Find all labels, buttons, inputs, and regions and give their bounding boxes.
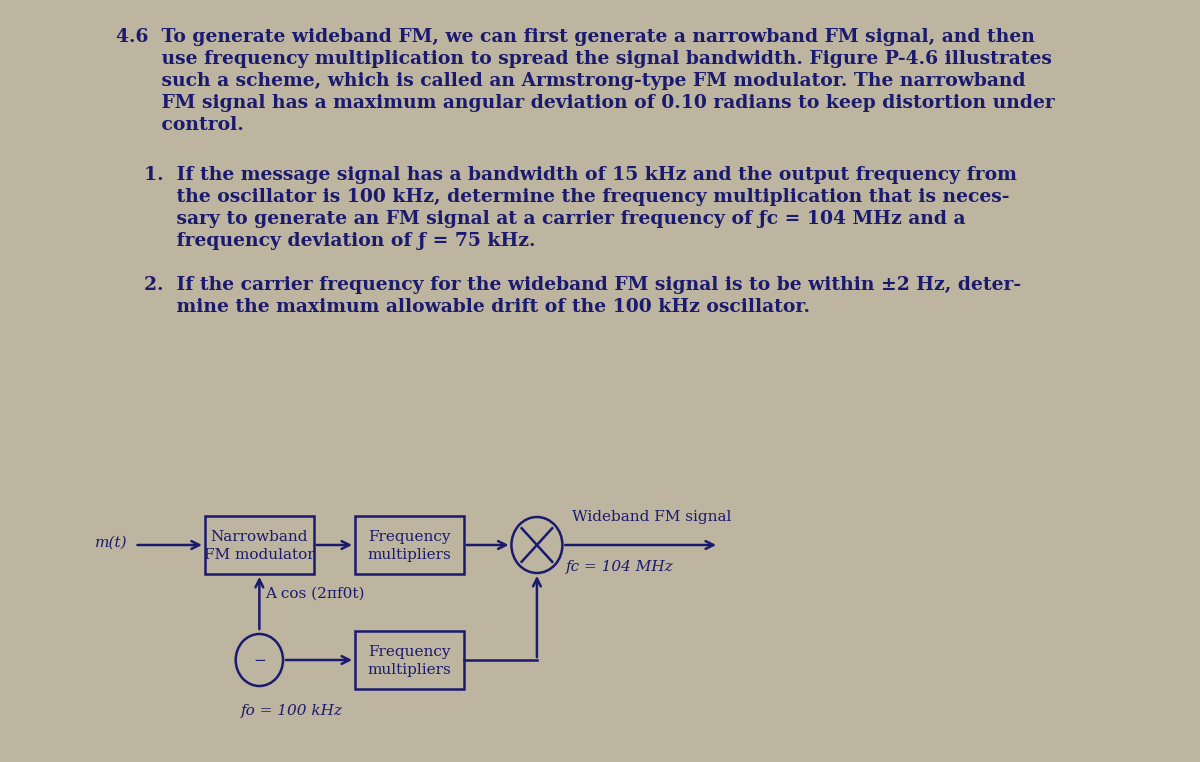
Bar bbox=[205, 516, 314, 574]
Text: multipliers: multipliers bbox=[367, 548, 451, 562]
Text: Wideband FM signal: Wideband FM signal bbox=[571, 510, 731, 524]
Text: such a scheme, which is called an Armstrong-type FM modulator. The narrowband: such a scheme, which is called an Armstr… bbox=[116, 72, 1026, 90]
Text: Frequency: Frequency bbox=[368, 645, 451, 659]
Text: 2.  If the carrier frequency for the wideband FM signal is to be within ±2 Hz, d: 2. If the carrier frequency for the wide… bbox=[144, 276, 1021, 294]
Text: −: − bbox=[253, 654, 265, 668]
Text: 4.6  To generate wideband FM, we can first generate a narrowband FM signal, and : 4.6 To generate wideband FM, we can firs… bbox=[116, 28, 1036, 46]
Text: FM modulator: FM modulator bbox=[204, 548, 314, 562]
Bar bbox=[355, 516, 464, 574]
Text: use frequency multiplication to spread the signal bandwidth. Figure P-4.6 illust: use frequency multiplication to spread t… bbox=[116, 50, 1052, 68]
Text: the oscillator is 100 kHz, determine the frequency multiplication that is neces-: the oscillator is 100 kHz, determine the… bbox=[144, 188, 1009, 206]
Text: mine the maximum allowable drift of the 100 kHz oscillator.: mine the maximum allowable drift of the … bbox=[144, 298, 810, 316]
Bar bbox=[355, 631, 464, 689]
Text: sary to generate an FM signal at a carrier frequency of ƒc = 104 MHz and a: sary to generate an FM signal at a carri… bbox=[144, 210, 965, 228]
Text: frequency deviation of ƒ = 75 kHz.: frequency deviation of ƒ = 75 kHz. bbox=[144, 232, 535, 250]
Text: fo = 100 kHz: fo = 100 kHz bbox=[241, 704, 343, 718]
Text: m(t): m(t) bbox=[95, 536, 127, 550]
Text: control.: control. bbox=[116, 116, 245, 134]
Text: 1.  If the message signal has a bandwidth of 15 kHz and the output frequency fro: 1. If the message signal has a bandwidth… bbox=[144, 166, 1016, 184]
Text: A cos (2πf0t): A cos (2πf0t) bbox=[265, 587, 365, 601]
Text: multipliers: multipliers bbox=[367, 663, 451, 677]
Text: fc = 104 MHz: fc = 104 MHz bbox=[566, 560, 673, 574]
Text: FM signal has a maximum angular deviation of 0.10 radians to keep distortion und: FM signal has a maximum angular deviatio… bbox=[116, 94, 1055, 112]
Text: Narrowband: Narrowband bbox=[211, 530, 308, 544]
Text: Frequency: Frequency bbox=[368, 530, 451, 544]
